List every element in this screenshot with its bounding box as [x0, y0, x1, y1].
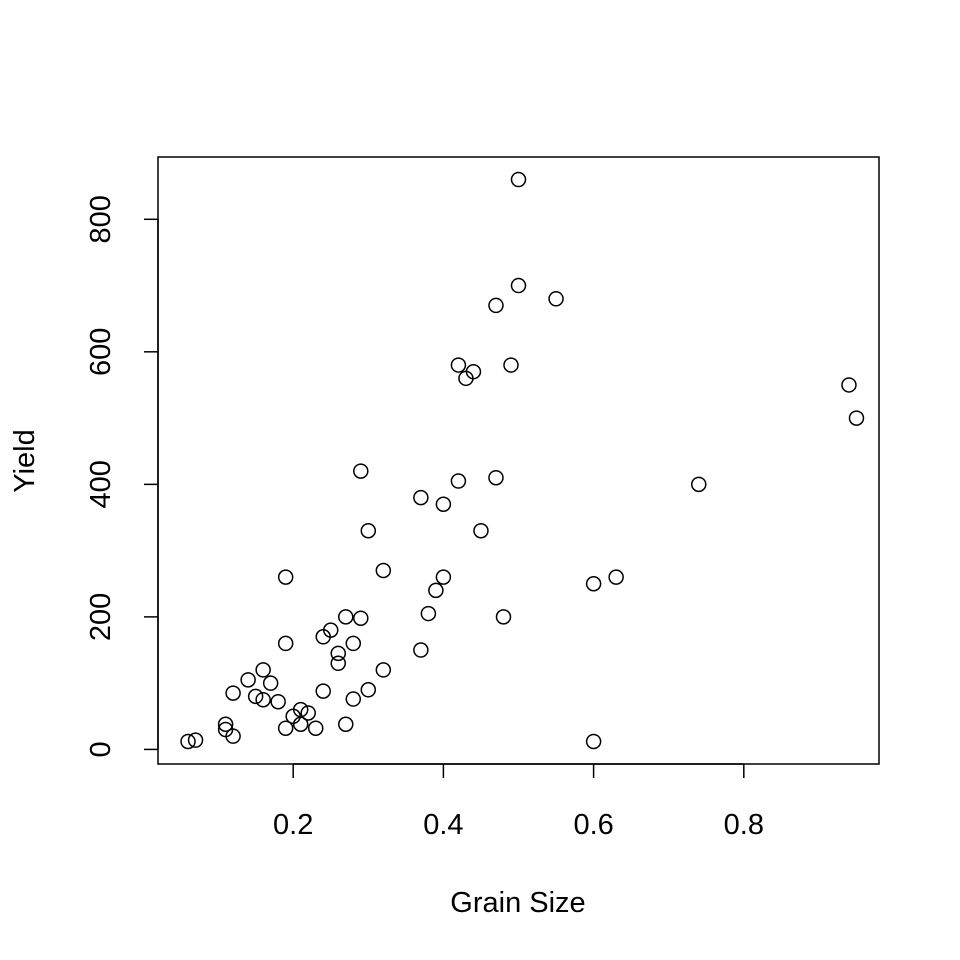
- data-point: [450, 357, 467, 373]
- data-point: [548, 291, 564, 307]
- data-point: [330, 645, 346, 662]
- data-point: [292, 716, 309, 732]
- data-point: [848, 410, 865, 426]
- data-point: [413, 642, 429, 658]
- data-point: [180, 733, 196, 750]
- data-point: [307, 720, 324, 736]
- x-tick-label: 0.4: [423, 809, 463, 841]
- data-point: [262, 675, 279, 691]
- data-point: [330, 655, 346, 672]
- y-tick-label: 0: [85, 741, 117, 757]
- y-tick-label: 800: [85, 195, 117, 243]
- data-point: [495, 609, 512, 625]
- data-point: [322, 622, 339, 638]
- data-point: [345, 691, 362, 707]
- data-point: [187, 732, 204, 748]
- data-point: [300, 705, 316, 721]
- data-point: [360, 682, 377, 698]
- data-point: [450, 473, 467, 489]
- data-point: [225, 728, 241, 744]
- data-point: [585, 733, 602, 750]
- data-point: [315, 683, 331, 699]
- data-point: [435, 569, 452, 585]
- data-point: [488, 297, 504, 314]
- data-point: [608, 569, 624, 585]
- y-axis: 0 200 400 600 800: [85, 195, 159, 757]
- data-point: [465, 363, 482, 380]
- data-point: [510, 277, 527, 294]
- data-point: [473, 522, 489, 539]
- data-point: [338, 609, 354, 625]
- data-point: [428, 582, 444, 599]
- x-tick-label: 0.6: [573, 809, 613, 841]
- data-point: [503, 357, 519, 373]
- data-point: [345, 635, 362, 652]
- data-point: [270, 693, 286, 710]
- y-tick-label: 400: [85, 460, 117, 508]
- y-axis-label: Yield: [9, 429, 41, 492]
- data-point: [841, 377, 857, 393]
- data-points: [180, 171, 865, 750]
- data-point: [277, 569, 294, 585]
- data-point: [277, 720, 294, 736]
- data-point: [375, 562, 392, 579]
- data-point: [353, 610, 369, 626]
- x-tick-label: 0.2: [273, 809, 313, 841]
- data-point: [435, 496, 452, 512]
- data-point: [240, 672, 256, 688]
- data-point: [360, 522, 377, 539]
- data-point: [353, 463, 369, 479]
- x-axis-label: Grain Size: [450, 887, 585, 919]
- data-point: [217, 716, 234, 732]
- y-tick-label: 200: [85, 593, 117, 641]
- data-point: [488, 469, 504, 486]
- x-tick-label: 0.8: [724, 809, 764, 841]
- data-point: [413, 489, 429, 506]
- y-tick-label: 600: [85, 328, 117, 376]
- x-axis: 0.2 0.4 0.6 0.8: [273, 763, 764, 841]
- data-point: [691, 476, 707, 493]
- data-point: [510, 171, 527, 188]
- data-point: [225, 685, 241, 701]
- data-point: [255, 691, 271, 708]
- data-point: [255, 662, 271, 678]
- plot-frame: [157, 156, 880, 765]
- data-point: [277, 635, 294, 652]
- data-point: [375, 662, 392, 678]
- data-point: [420, 605, 437, 622]
- data-point: [585, 576, 602, 592]
- data-point: [247, 688, 264, 705]
- data-point: [338, 716, 354, 732]
